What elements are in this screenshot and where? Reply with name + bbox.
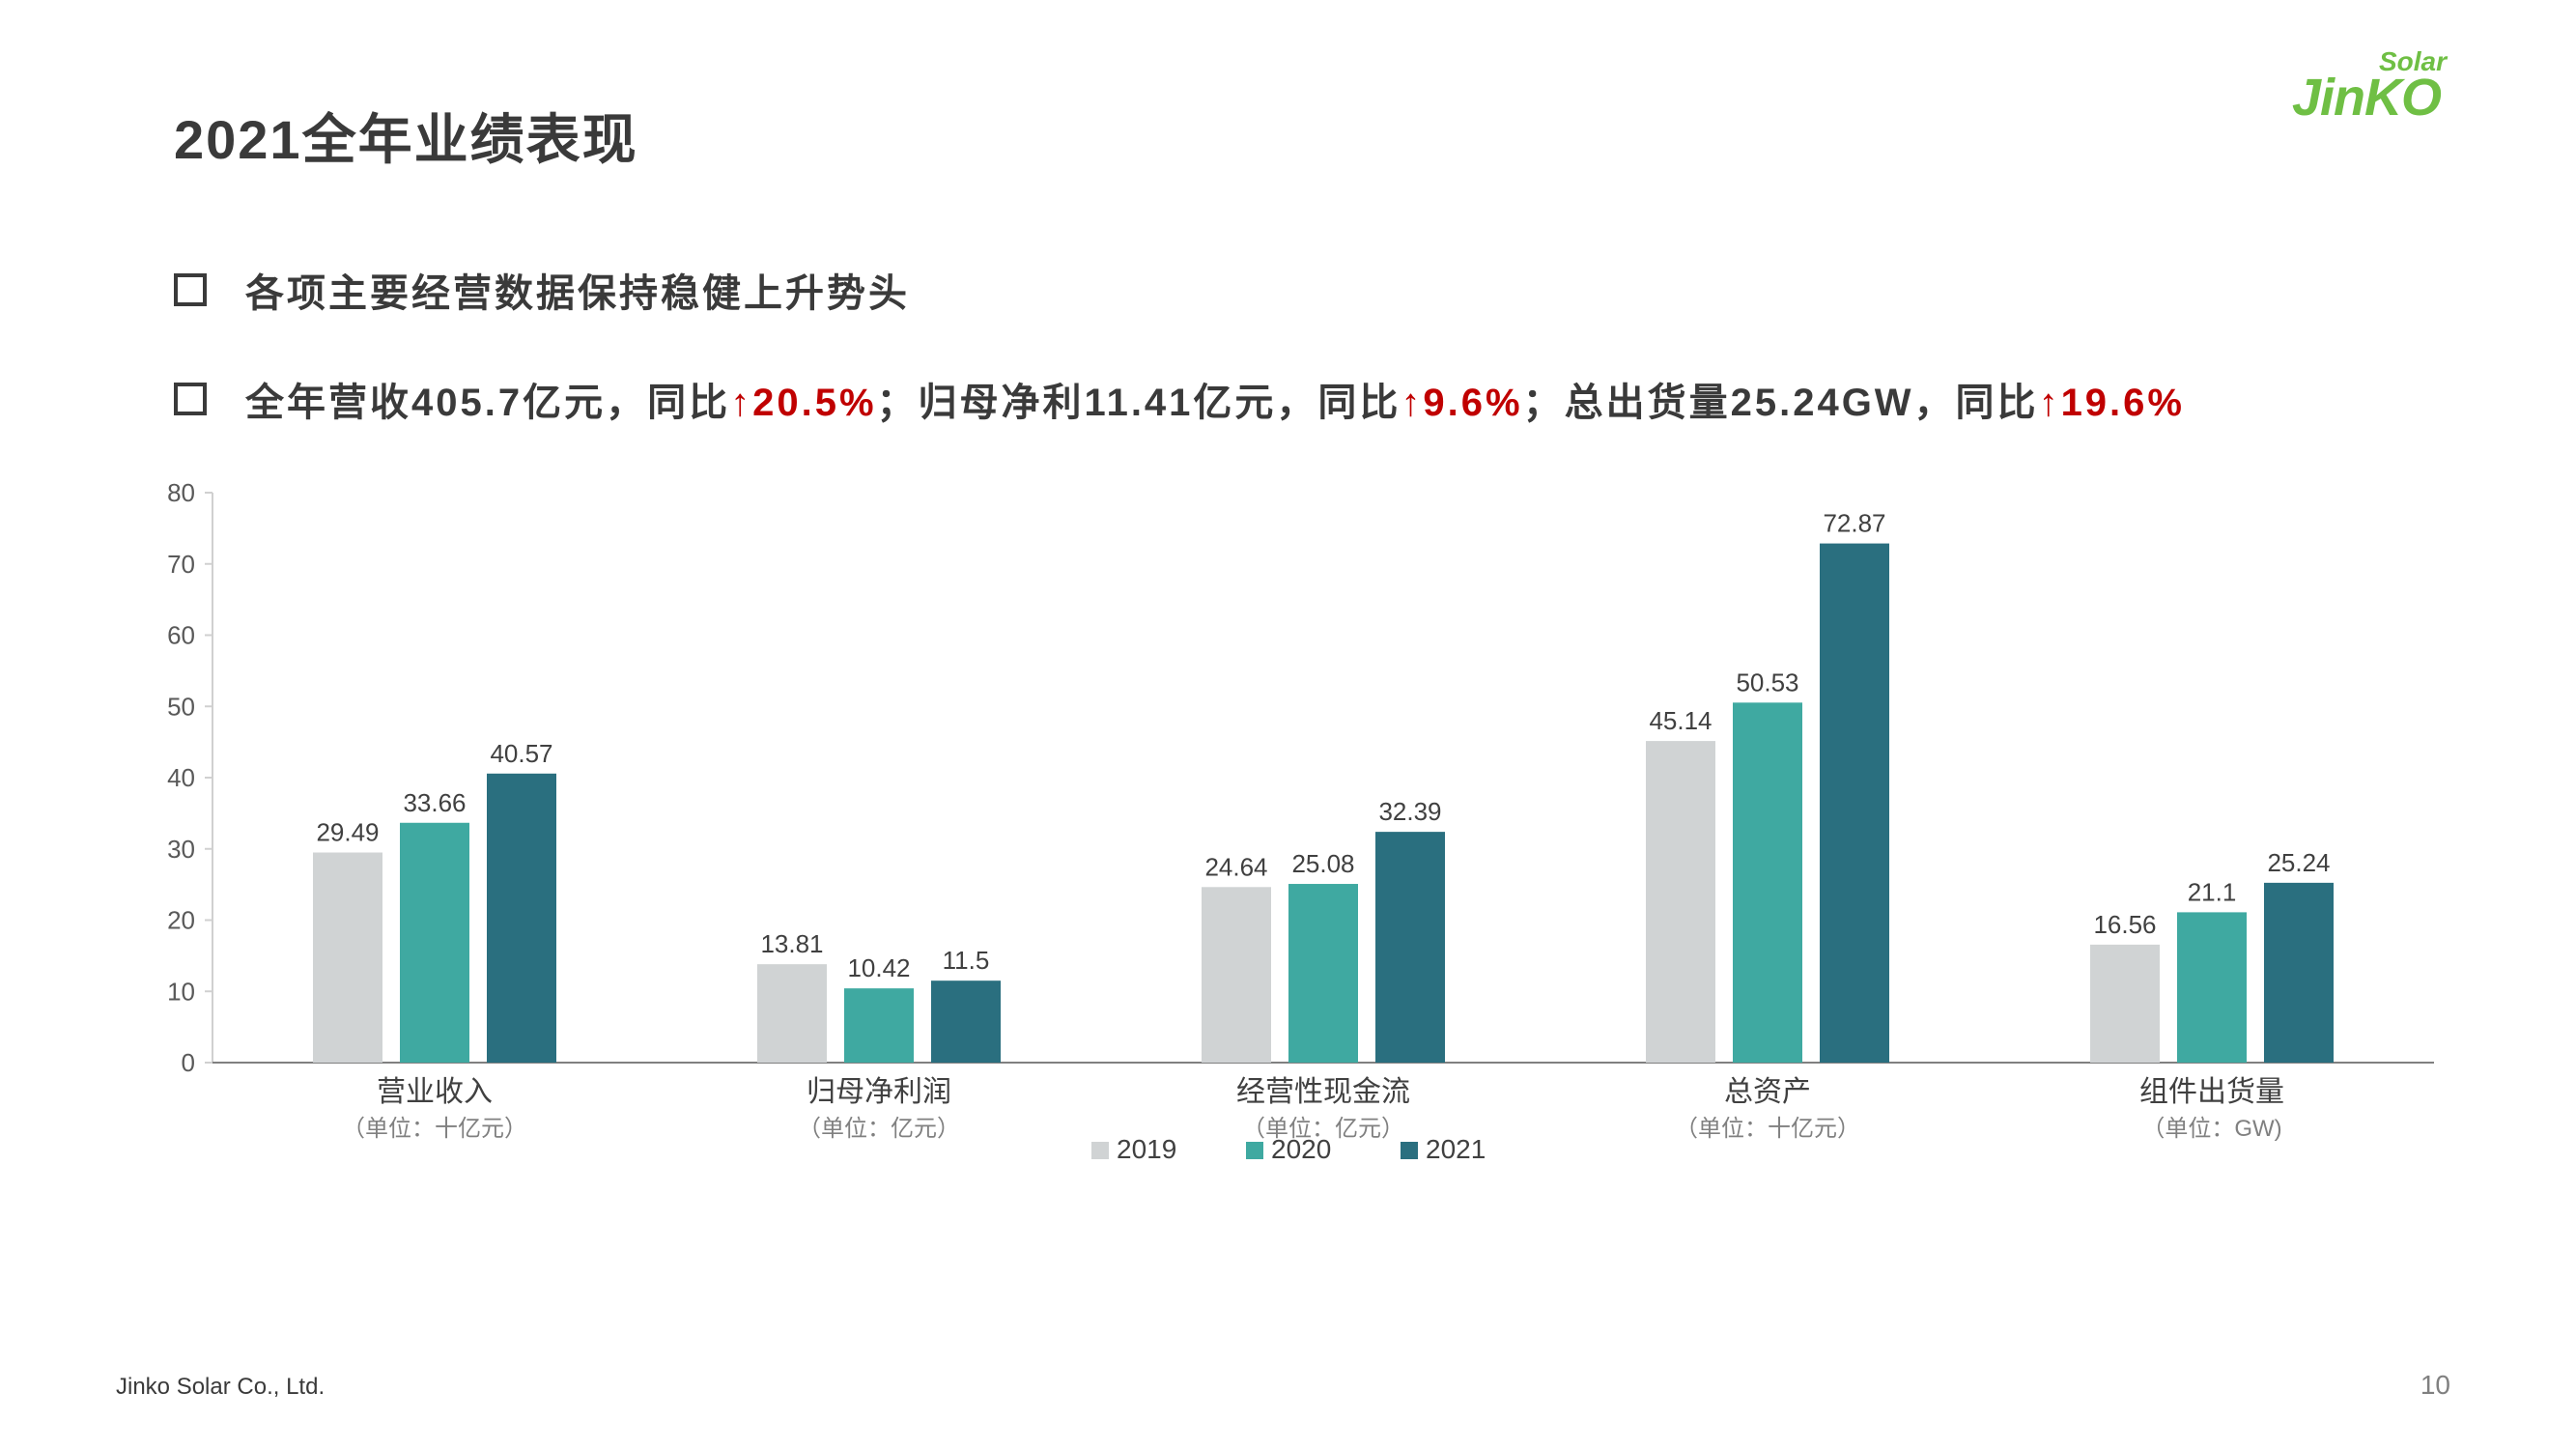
svg-text:50: 50: [167, 692, 195, 721]
performance-chart: 0 10 20 30 40 50 60 70 80 29.49 33.66 40.57 营业收入 （单位：…: [135, 483, 2434, 1179]
svg-text:30: 30: [167, 835, 195, 864]
svg-text:32.39: 32.39: [1378, 797, 1441, 826]
svg-text:归母净利润: 归母净利润: [807, 1076, 951, 1108]
svg-text:60: 60: [167, 621, 195, 650]
svg-text:70: 70: [167, 550, 195, 579]
slide: 2021全年业绩表现 Solar JinKO 各项主要经营数据保持稳健上升势头 …: [0, 0, 2576, 1449]
svg-text:0: 0: [182, 1048, 195, 1077]
b2-hl1: ↑20.5%: [730, 382, 876, 424]
svg-text:组件出货量: 组件出货量: [2139, 1076, 2284, 1108]
svg-text:80: 80: [167, 483, 195, 507]
bullet-1: 各项主要经营数据保持稳健上升势头: [174, 262, 2402, 318]
footer-page-number: 10: [2420, 1370, 2450, 1401]
svg-text:（单位：十亿元）: （单位：十亿元）: [342, 1116, 527, 1142]
svg-text:21.1: 21.1: [2188, 877, 2237, 906]
checkbox-icon: [174, 383, 207, 415]
svg-text:72.87: 72.87: [1823, 509, 1885, 538]
svg-text:16.56: 16.56: [2093, 910, 2156, 939]
chart-svg: 0 10 20 30 40 50 60 70 80 29.49 33.66 40.57 营业收入 （单位：…: [135, 483, 2434, 1179]
svg-text:24.64: 24.64: [1204, 852, 1267, 881]
bullet-2: 全年营收405.7亿元，同比↑20.5%；归母净利11.41亿元，同比↑9.6%…: [174, 371, 2402, 427]
logo: Solar JinKO: [2292, 68, 2441, 128]
svg-text:11.5: 11.5: [943, 946, 990, 975]
svg-text:13.81: 13.81: [760, 929, 823, 958]
svg-text:25.08: 25.08: [1291, 849, 1354, 878]
svg-text:2020: 2020: [1271, 1134, 1331, 1164]
svg-text:40.57: 40.57: [490, 739, 552, 768]
svg-text:营业收入: 营业收入: [377, 1076, 493, 1108]
svg-text:20: 20: [167, 906, 195, 935]
svg-text:50.53: 50.53: [1736, 668, 1798, 696]
svg-text:2019: 2019: [1117, 1134, 1176, 1164]
svg-text:2021: 2021: [1426, 1134, 1486, 1164]
svg-text:10.42: 10.42: [847, 953, 910, 982]
checkbox-icon: [174, 273, 207, 306]
footer-company: Jinko Solar Co., Ltd.: [116, 1374, 325, 1401]
svg-text:（单位：GW): （单位：GW): [2141, 1116, 2281, 1142]
b2-part3: ；总出货量25.24GW，同比: [1523, 382, 2039, 424]
b2-part2: ；归母净利11.41亿元，同比: [877, 382, 1401, 424]
svg-text:29.49: 29.49: [316, 818, 379, 847]
svg-text:40: 40: [167, 763, 195, 792]
bullet-2-text: 全年营收405.7亿元，同比↑20.5%；归母净利11.41亿元，同比↑9.6%…: [245, 371, 2185, 427]
b2-part1: 全年营收405.7亿元，同比: [245, 382, 730, 424]
svg-text:（单位：亿元）: （单位：亿元）: [798, 1116, 960, 1142]
svg-text:（单位：十亿元）: （单位：十亿元）: [1675, 1116, 1860, 1142]
logo-solar-text: Solar: [2379, 46, 2447, 77]
svg-text:33.66: 33.66: [403, 788, 466, 817]
svg-text:45.14: 45.14: [1649, 706, 1712, 735]
b2-hl3: ↑19.6%: [2039, 382, 2185, 424]
b2-hl2: ↑9.6%: [1401, 382, 1522, 424]
page-title: 2021全年业绩表现: [174, 97, 2402, 175]
bullet-1-text: 各项主要经营数据保持稳健上升势头: [245, 262, 910, 318]
bullet-list: 各项主要经营数据保持稳健上升势头 全年营收405.7亿元，同比↑20.5%；归母…: [174, 262, 2402, 427]
svg-text:25.24: 25.24: [2267, 848, 2330, 877]
svg-text:10: 10: [167, 977, 195, 1006]
svg-text:经营性现金流: 经营性现金流: [1236, 1076, 1410, 1108]
svg-text:总资产: 总资产: [1724, 1076, 1811, 1108]
